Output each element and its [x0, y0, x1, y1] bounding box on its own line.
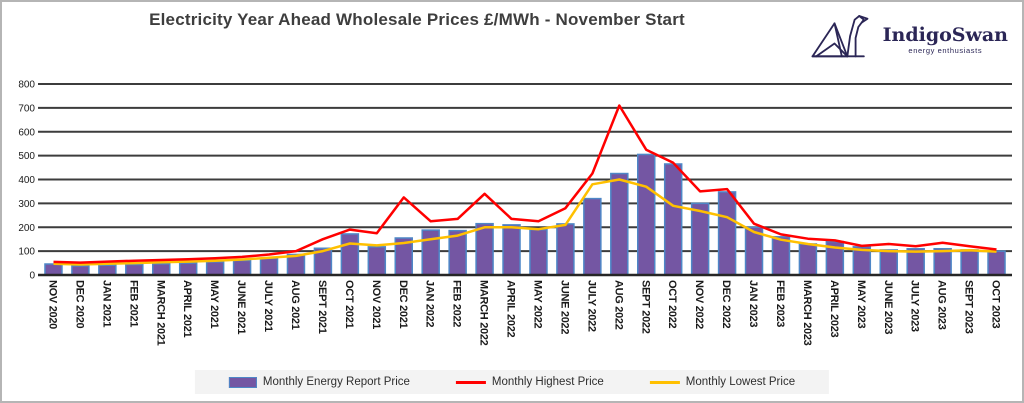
y-tick-label: 0	[29, 271, 35, 282]
bar-NOV 2022	[690, 202, 710, 276]
origami-swan-icon	[807, 10, 873, 71]
bar-JAN 2022	[421, 229, 440, 276]
x-axis-label: JAN 2023	[747, 280, 759, 327]
x-axis-label: JUNE 2023	[882, 280, 894, 334]
legend-label: Monthly Highest Price	[491, 376, 604, 388]
bar-JAN 2021	[98, 264, 117, 276]
chart-title: Electricity Year Ahead Wholesale Prices …	[149, 10, 685, 29]
bar-OCT 2021	[340, 233, 360, 276]
legend-label: Monthly Energy Report Price	[262, 376, 410, 388]
bar-MAY 2022	[529, 228, 548, 276]
y-tick-label: 800	[18, 80, 35, 91]
bar-FEB 2023	[771, 236, 791, 276]
x-axis-label: NOV 2020	[46, 280, 58, 329]
x-axis-label: JUNE 2022	[558, 280, 570, 334]
bar-FEB 2021	[125, 263, 144, 276]
x-axis-label: DEC 2021	[397, 280, 409, 329]
x-axis-label: NOV 2022	[693, 280, 705, 329]
bar-MARCH 2023	[798, 243, 818, 276]
bar-DEC 2022	[717, 191, 737, 276]
bar-JUNE 2021	[232, 259, 252, 276]
bar-AUG 2022	[610, 172, 629, 276]
bar-NOV 2021	[367, 246, 387, 276]
x-axis-label: SEPT 2021	[316, 280, 328, 334]
bar-SEPT 2023	[960, 249, 979, 276]
logo: IndigoSwan energy enthusiasts	[807, 10, 1008, 71]
x-axis-label: OCT 2023	[990, 280, 1002, 329]
x-axis-label: SEPT 2023	[963, 280, 975, 334]
y-tick-label: 600	[18, 127, 35, 138]
y-tick-label: 500	[18, 151, 35, 162]
line-swatch-icon	[455, 380, 486, 384]
bar-MARCH 2021	[152, 263, 171, 276]
legend-label: Monthly Lowest Price	[685, 376, 796, 388]
y-tick-label: 400	[18, 175, 35, 186]
monthly-highest-price-line	[53, 104, 997, 264]
bar-MAY 2021	[205, 261, 225, 276]
x-axis-label: AUG 2022	[612, 280, 624, 330]
x-axis-label: APRIL 2023	[828, 280, 840, 338]
bar-SEPT 2022	[637, 153, 656, 276]
x-axis-label: APRIL 2021	[181, 280, 193, 338]
legend: Monthly Energy Report Price Monthly Highe…	[194, 370, 830, 394]
bar-MARCH 2022	[475, 222, 494, 276]
bar-JUNE 2022	[556, 223, 575, 276]
line-swatch-icon	[649, 380, 680, 384]
logo-name: IndigoSwan	[882, 23, 1008, 46]
x-axis-label: OCT 2022	[666, 280, 678, 329]
x-axis-label: MAY 2022	[531, 280, 543, 329]
x-axis-label: JULY 2021	[262, 280, 274, 332]
x-axis-label: FEB 2022	[451, 280, 463, 327]
legend-item-monthly-lowest-price: Monthly Lowest Price	[649, 376, 796, 388]
x-axis-label: JUNE 2021	[235, 280, 247, 334]
x-axis-label: JAN 2022	[424, 280, 436, 327]
bar-AUG 2023	[933, 247, 952, 276]
logo-tagline: energy enthusiasts	[908, 46, 983, 56]
x-axis-label: MAY 2021	[208, 280, 220, 329]
logo-text-block: IndigoSwan energy enthusiasts	[882, 23, 1008, 56]
x-axis-label: FEB 2023	[774, 280, 786, 327]
bar-JULY 2022	[583, 197, 602, 276]
legend-item-monthly-energy-report-price: Monthly Energy Report Price	[228, 376, 410, 388]
x-axis-label: DEC 2022	[720, 280, 732, 329]
bar-JULY 2021	[259, 257, 279, 276]
x-axis-label: FEB 2021	[127, 280, 139, 327]
x-axis-label: OCT 2021	[343, 280, 355, 329]
bar-JUNE 2023	[879, 249, 898, 276]
bar-APRIL 2021	[178, 262, 198, 276]
x-axis-label: MARCH 2021	[154, 280, 166, 346]
monthly-lowest-price-line	[53, 178, 997, 266]
x-axis-label: MARCH 2023	[801, 280, 813, 346]
x-axis-label: MARCH 2022	[478, 280, 490, 346]
x-axis-label: SEPT 2022	[639, 280, 651, 334]
bar-swatch-icon	[228, 376, 257, 388]
x-axis-label: JULY 2022	[585, 280, 597, 332]
y-tick-label: 100	[18, 247, 35, 258]
x-axis-label: AUG 2023	[936, 280, 948, 330]
y-tick-label: 700	[18, 103, 35, 114]
bar-OCT 2023	[987, 250, 1006, 276]
bar-DEC 2020	[71, 265, 90, 276]
x-axis-label: AUG 2021	[289, 280, 301, 330]
bar-OCT 2022	[663, 163, 683, 276]
x-axis-label: NOV 2021	[370, 280, 382, 329]
bar-APRIL 2022	[502, 224, 521, 276]
x-axis-label: JAN 2021	[100, 280, 112, 327]
x-axis-label: MAY 2023	[855, 280, 867, 329]
x-axis-label: JULY 2023	[909, 280, 921, 332]
x-axis-label: DEC 2020	[73, 280, 85, 329]
legend-item-monthly-highest-price: Monthly Highest Price	[455, 376, 604, 388]
bar-NOV 2020	[44, 263, 63, 276]
y-tick-label: 200	[18, 223, 35, 234]
y-tick-label: 300	[18, 199, 35, 210]
x-axis-label: APRIL 2022	[505, 280, 517, 338]
